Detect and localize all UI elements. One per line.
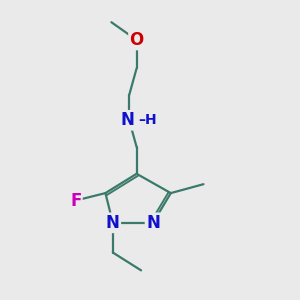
- Text: N: N: [106, 214, 120, 232]
- Text: O: O: [130, 31, 144, 49]
- Text: –H: –H: [139, 113, 157, 127]
- Text: F: F: [70, 191, 81, 209]
- Text: N: N: [146, 214, 160, 232]
- Text: N: N: [121, 111, 135, 129]
